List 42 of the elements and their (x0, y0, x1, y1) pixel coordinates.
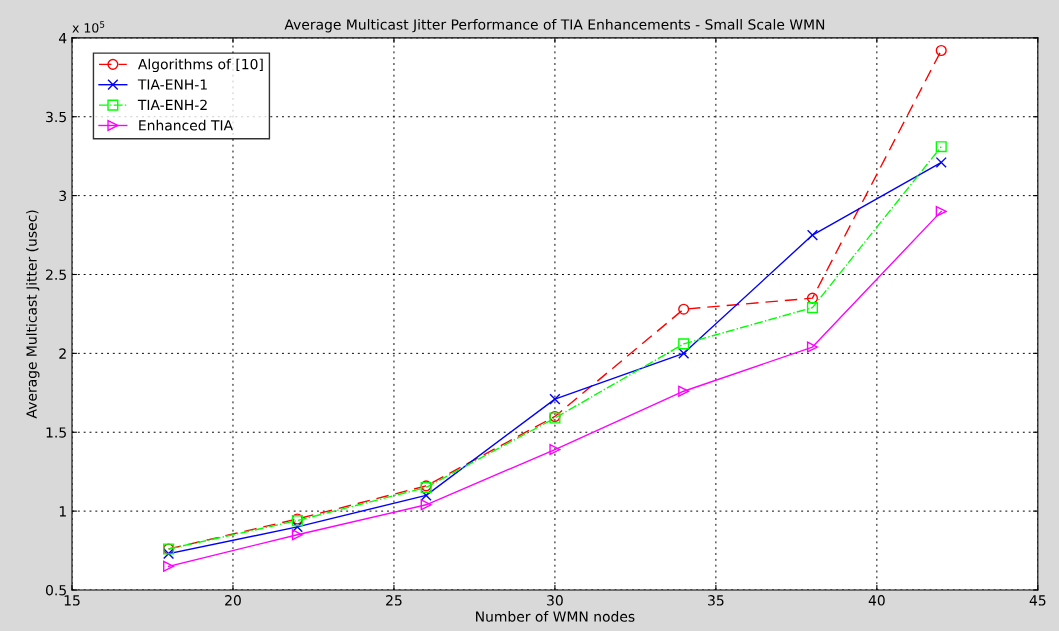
legend-label: TIA-ENH-2 (137, 99, 207, 110)
point (806, 302, 819, 314)
y-tick-label: 4 (58, 33, 67, 44)
point (420, 489, 432, 501)
point (806, 292, 819, 304)
y-tick-label: 2 (59, 348, 66, 359)
text: x 10$^{5}$ (72, 21, 105, 33)
y-tick-label: 3.5 (46, 111, 66, 123)
point (806, 229, 819, 241)
y-tick-label: 1.5 (46, 427, 66, 438)
point (678, 347, 690, 359)
x-tick-label: 25 (386, 595, 402, 606)
y-axis-title: Average Multicast Jitter (usec) (26, 210, 40, 419)
point (678, 338, 690, 350)
y-tick-label: 2.5 (46, 269, 66, 280)
legend-label: TIA-ENH-1 (137, 79, 207, 90)
point (549, 393, 561, 405)
legend-label: Algorithms of [10] (138, 58, 263, 73)
x-tick-label: 35 (708, 595, 724, 606)
point (549, 444, 561, 456)
y-tick-label: 3 (59, 190, 67, 202)
legend-label: Enhanced TIA (139, 119, 233, 131)
x-tick-label: 40 (868, 595, 885, 606)
x-tick-label: 15 (64, 595, 80, 606)
point (935, 205, 947, 217)
x-tick-label: 45 (1029, 595, 1046, 606)
point (163, 548, 175, 560)
point (935, 141, 947, 153)
point (163, 560, 175, 572)
point (420, 499, 432, 511)
point (678, 385, 690, 397)
x-tick-label: 20 (225, 595, 241, 606)
x-axis-title: Number of WMN nodes (476, 611, 635, 622)
y-tick-label: 1 (59, 506, 66, 517)
x-tick-label: 30 (547, 595, 563, 606)
point (935, 156, 947, 169)
y-tick-label: 0.5 (45, 584, 66, 596)
point (678, 303, 690, 315)
point (935, 44, 947, 57)
point (291, 529, 303, 541)
point (806, 341, 819, 353)
chart-title: Average Multicast Jitter Performance of TIA Enhancements - Small Scale WMN (284, 18, 825, 33)
